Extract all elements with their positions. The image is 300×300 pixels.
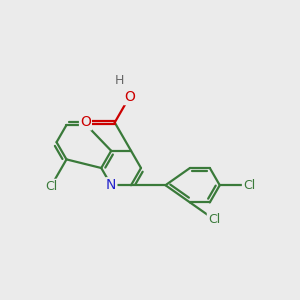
Text: H: H (115, 74, 124, 87)
Text: O: O (80, 116, 91, 130)
Text: Cl: Cl (45, 180, 57, 193)
Text: N: N (106, 178, 116, 192)
Text: Cl: Cl (208, 213, 220, 226)
Text: O: O (124, 90, 135, 104)
Text: Cl: Cl (243, 179, 255, 192)
